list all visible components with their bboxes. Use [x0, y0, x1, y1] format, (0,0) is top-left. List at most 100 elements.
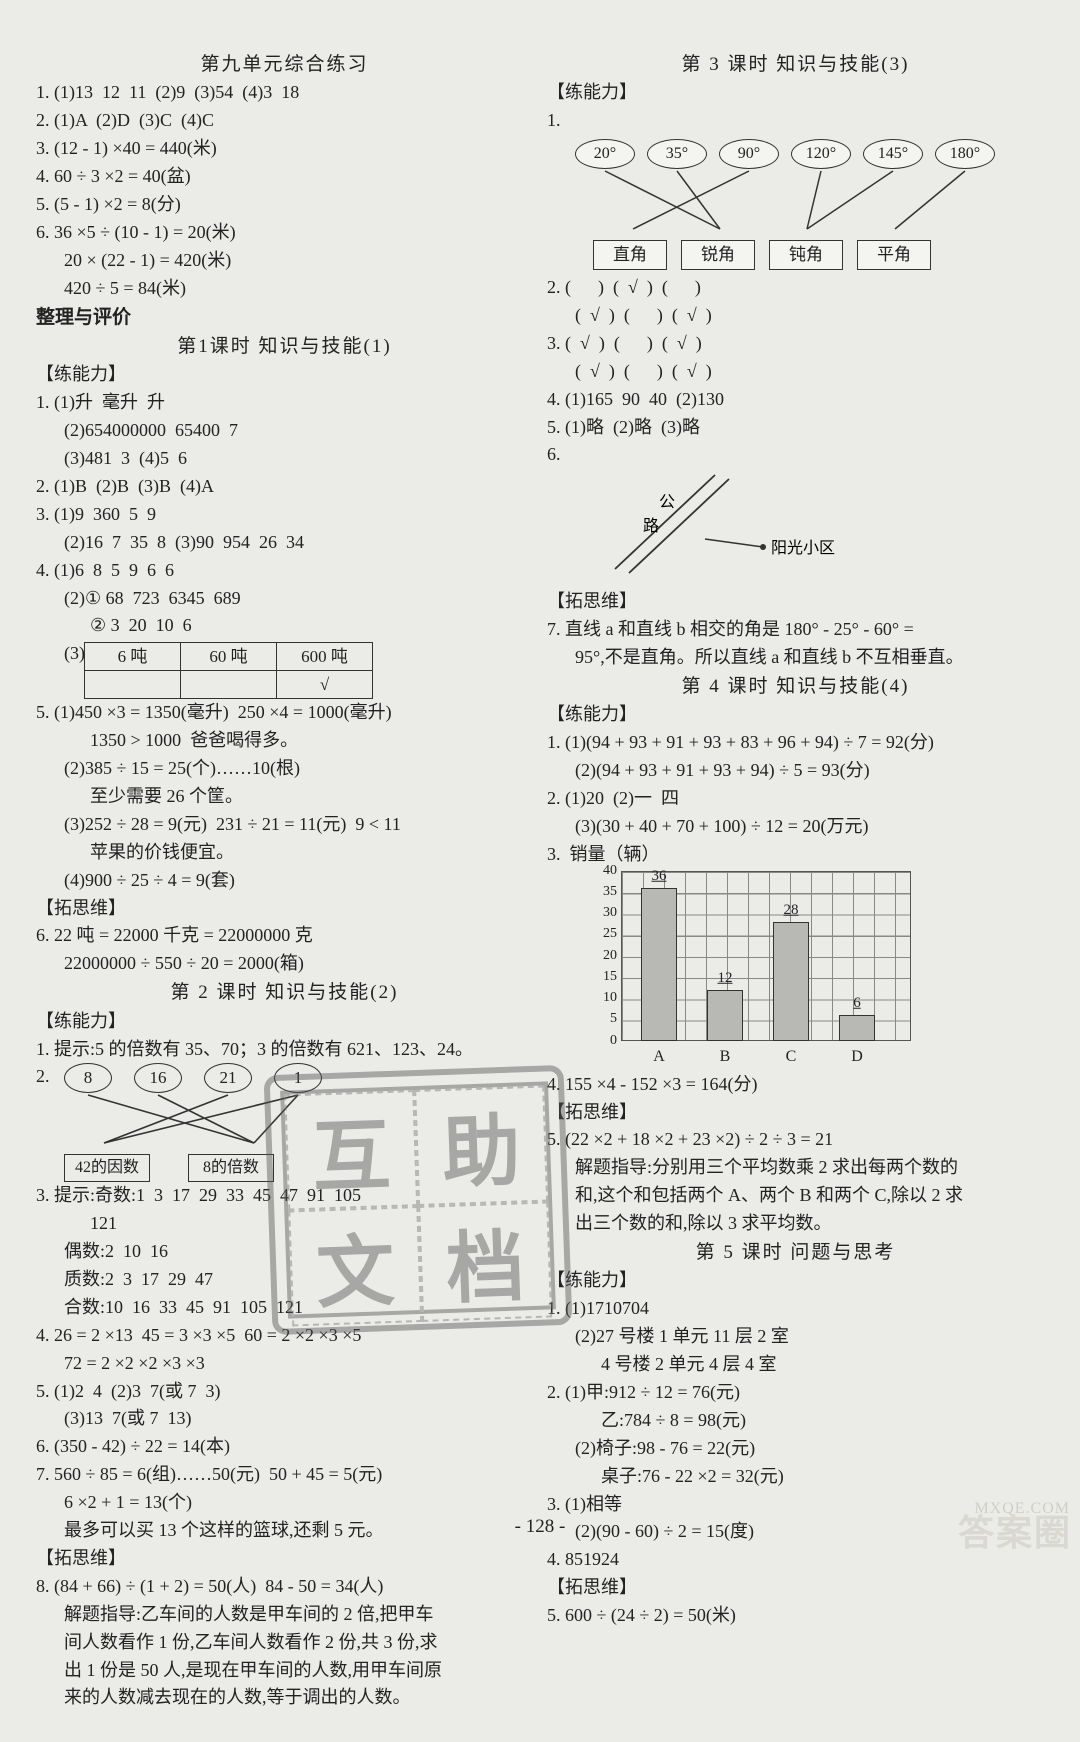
tbl-check: √: [277, 671, 373, 699]
k3-2b: ( √ ) ( ) ( √ ): [547, 302, 1044, 330]
oval-1: 1: [274, 1063, 322, 1093]
k5-2d: 桌子:76 - 22 ×2 = 32(元): [547, 1463, 1044, 1491]
tbl-h2: 60 吨: [181, 643, 277, 671]
k4-5: 5. (22 ×2 + 18 ×2 + 23 ×2) ÷ 2 ÷ 3 = 21: [547, 1126, 1044, 1154]
u9-2: 2. (1)A (2)D (3)C (4)C: [36, 107, 533, 135]
u9-5: 5. (5 - 1) ×2 = 8(分): [36, 191, 533, 219]
k1-1c: (3)481 3 (4)5 6: [36, 445, 533, 473]
tbl-h1: 6 吨: [85, 643, 181, 671]
k3-6-label: 6.: [547, 441, 1044, 469]
k1-6b: 22000000 ÷ 550 ÷ 20 = 2000(箱): [36, 950, 533, 978]
ang-145: 145°: [863, 139, 923, 169]
k3-title: 第 3 课时 知识与技能(3): [547, 50, 1044, 79]
ang-180: 180°: [935, 139, 995, 169]
k5-lnl: 【练能力】: [547, 1267, 1044, 1295]
tbl-h3: 600 吨: [277, 643, 373, 671]
k3-3b: ( √ ) ( ) ( √ ): [547, 358, 1044, 386]
k1-5: 5. (1)450 ×3 = 1350(毫升) 250 ×4 = 1000(毫升…: [36, 699, 533, 727]
svg-text:公: 公: [659, 494, 675, 511]
page-number: - 128 -: [0, 1516, 1080, 1538]
k1-1: 1. (1)升 毫升 升: [36, 389, 533, 417]
k4-4: 4. 155 ×4 - 152 ×3 = 164(分): [547, 1071, 1044, 1099]
k5-5: 5. 600 ÷ (24 ÷ 2) = 50(米): [547, 1602, 1044, 1630]
k1-1b: (2)654000000 65400 7: [36, 417, 533, 445]
k2-8e: 来的人数减去现在的人数,等于调出的人数。: [36, 1684, 533, 1712]
k1-title: 第1课时 知识与技能(1): [36, 332, 533, 361]
k1-5c: (2)385 ÷ 15 = 25(个)……10(根): [36, 755, 533, 783]
angle-diagram: 20° 35° 90° 120° 145° 180° 直角 锐角 钝角 平角: [575, 139, 1044, 270]
k3-tsw-label: 【拓思维】: [547, 588, 1044, 616]
u9-4: 4. 60 ÷ 3 ×2 = 40(盆): [36, 163, 533, 191]
k5-2: 2. (1)甲:912 ÷ 12 = 76(元): [547, 1379, 1044, 1407]
box-rui: 锐角: [681, 240, 755, 270]
u9-3: 3. (12 - 1) ×40 = 440(米): [36, 135, 533, 163]
k4-3-label: 3. 销量（辆）: [547, 841, 1044, 869]
oval-21: 21: [204, 1063, 252, 1093]
k2-8d: 出 1 份是 50 人,是现在甲车间的人数,用甲车间原: [36, 1657, 533, 1685]
k3-5: 5. (1)略 (2)略 (3)略: [547, 414, 1044, 442]
k1-6: 6. 22 吨 = 22000 千克 = 22000000 克: [36, 922, 533, 950]
k1-tsw-label: 【拓思维】: [36, 895, 533, 923]
k2-8b: 解题指导:乙车间的人数是甲车间的 2 倍,把甲车: [36, 1601, 533, 1629]
k4-5b: 解题指导:分别用三个平均数乘 2 求出每两个数的: [547, 1154, 1044, 1182]
k2-4b: 72 = 2 ×2 ×2 ×3 ×3: [36, 1350, 533, 1378]
k2-1: 1. 提示:5 的倍数有 35、70；3 的倍数有 621、123、24。: [36, 1036, 533, 1064]
ang-90: 90°: [719, 139, 779, 169]
k1-4d-label: (3): [36, 640, 84, 668]
box-zhi: 直角: [593, 240, 667, 270]
zhengli-head: 整理与评价: [36, 303, 533, 332]
k2-7: 7. 560 ÷ 85 = 6(组)……50(元) 50 + 45 = 5(元): [36, 1461, 533, 1489]
k2-tsw-label: 【拓思维】: [36, 1545, 533, 1573]
watermark-brand: 答案圈: [958, 1504, 1072, 1556]
k4-1: 1. (1)(94 + 93 + 91 + 93 + 83 + 96 + 94)…: [547, 729, 1044, 757]
k1-table: 6 吨 60 吨 600 吨 √: [84, 642, 373, 699]
k5-2c: (2)椅子:98 - 76 = 22(元): [547, 1435, 1044, 1463]
k2-5: 5. (1)2 4 (2)3 7(或 7 3): [36, 1378, 533, 1406]
k5-1: 1. (1)1710704: [547, 1295, 1044, 1323]
k4-1b: (2)(94 + 93 + 91 + 93 + 94) ÷ 5 = 93(分): [547, 757, 1044, 785]
k3-lnl: 【练能力】: [547, 79, 1044, 107]
angle-lines: [575, 169, 1035, 231]
k2-connection-svg: [64, 1093, 354, 1145]
u9-6: 6. 36 ×5 ÷ (10 - 1) = 20(米): [36, 219, 533, 247]
k1-4c: ② 3 20 10 6: [36, 612, 533, 640]
k3-4: 4. (1)165 90 40 (2)130: [547, 386, 1044, 414]
k2-8c: 间人数看作 1 份,乙车间人数看作 2 份,共 3 份,求: [36, 1629, 533, 1657]
k1-4: 4. (1)6 8 5 9 6 6: [36, 557, 533, 585]
k4-2b: (3)(30 + 40 + 70 + 100) ÷ 12 = 20(万元): [547, 813, 1044, 841]
sales-bar-chart: 051015202530354036A12B28C6D: [587, 871, 917, 1071]
k1-5e: (3)252 ÷ 28 = 9(元) 231 ÷ 21 = 11(元) 9 < …: [36, 811, 533, 839]
k1-3: 3. (1)9 360 5 9: [36, 501, 533, 529]
k1-3b: (2)16 7 35 8 (3)90 954 26 34: [36, 529, 533, 557]
oval-8: 8: [64, 1063, 112, 1093]
box-dun: 钝角: [769, 240, 843, 270]
k4-5c: 和,这个和包括两个 A、两个 B 和两个 C,除以 2 求: [547, 1182, 1044, 1210]
k2-lnl: 【练能力】: [36, 1008, 533, 1036]
k4-2: 2. (1)20 (2)一 四: [547, 785, 1044, 813]
k1-2: 2. (1)B (2)B (3)B (4)A: [36, 473, 533, 501]
box-8: 8的倍数: [188, 1154, 274, 1182]
u9-6b: 20 × (22 - 1) = 420(米): [36, 247, 533, 275]
ang-35: 35°: [647, 139, 707, 169]
k4-5d: 出三个数的和,除以 3 求平均数。: [547, 1210, 1044, 1238]
left-column: 第九单元综合练习 1. (1)13 12 11 (2)9 (3)54 (4)3 …: [36, 50, 533, 1712]
unit9-title: 第九单元综合练习: [36, 50, 533, 79]
oval-16: 16: [134, 1063, 182, 1093]
k5-1b: (2)27 号楼 1 单元 11 层 2 室: [547, 1323, 1044, 1351]
k1-5b: 1350 > 1000 爸爸喝得多。: [36, 727, 533, 755]
box-ping: 平角: [857, 240, 931, 270]
k1-5d: 至少需要 26 个筐。: [36, 783, 533, 811]
k5-2b: 乙:784 ÷ 8 = 98(元): [547, 1407, 1044, 1435]
k5-tsw-label: 【拓思维】: [547, 1574, 1044, 1602]
k3-7b: 95°,不是直角。所以直线 a 和直线 b 不互相垂直。: [547, 644, 1044, 672]
k2-3b: 偶数:2 10 16: [36, 1238, 533, 1266]
k3-1-label: 1.: [547, 107, 1044, 135]
k3-7: 7. 直线 a 和直线 b 相交的角是 180° - 25° - 60° =: [547, 616, 1044, 644]
k2-3c: 质数:2 3 17 29 47: [36, 1266, 533, 1294]
k5-1c: 4 号楼 2 单元 4 层 4 室: [547, 1351, 1044, 1379]
road-diagram: 公 路 阳光小区: [595, 469, 855, 579]
k1-5f: 苹果的价钱便宜。: [36, 839, 533, 867]
k2-6: 6. (350 - 42) ÷ 22 = 14(本): [36, 1433, 533, 1461]
box-42: 42的因数: [64, 1154, 150, 1182]
k1-5g: (4)900 ÷ 25 ÷ 4 = 9(套): [36, 867, 533, 895]
